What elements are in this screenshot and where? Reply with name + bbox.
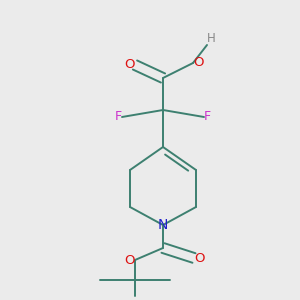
Text: H: H bbox=[207, 32, 216, 45]
Text: F: F bbox=[204, 110, 211, 124]
Text: O: O bbox=[124, 58, 135, 71]
Text: N: N bbox=[158, 218, 168, 232]
Text: O: O bbox=[194, 251, 205, 265]
Text: O: O bbox=[124, 254, 135, 266]
Text: O: O bbox=[193, 56, 203, 70]
Text: F: F bbox=[115, 110, 122, 124]
